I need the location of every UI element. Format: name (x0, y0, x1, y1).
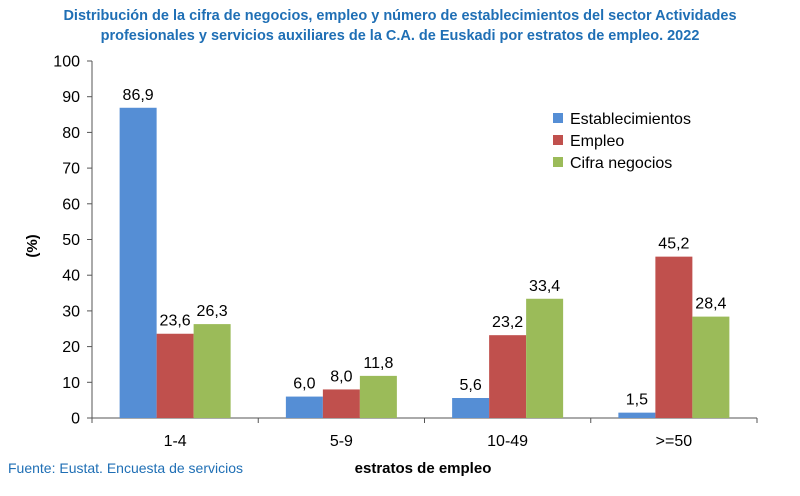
y-tick-label: 70 (62, 161, 80, 178)
chart-bars (119, 107, 730, 418)
y-tick-label: 100 (53, 54, 80, 71)
bar (359, 375, 397, 418)
y-tick-label: 40 (62, 268, 80, 285)
bar (193, 324, 231, 418)
data-label: 5,6 (460, 377, 482, 394)
y-tick-label: 90 (62, 89, 80, 106)
y-tick-label: 50 (62, 232, 80, 249)
legend-label: Cifra negocios (570, 155, 672, 172)
x-tick-label: 1-4 (164, 433, 187, 450)
bar (655, 256, 693, 418)
bar (452, 398, 490, 418)
bar (489, 335, 527, 418)
chart-title-line-2: profesionales y servicios auxiliares de … (100, 28, 700, 44)
y-tick-label: 60 (62, 196, 80, 213)
legend-swatch (553, 113, 563, 123)
chart-title-line-1: Distribución de la cifra de negocios, em… (63, 8, 737, 24)
data-label: 6,0 (293, 376, 315, 393)
data-label: 1,5 (626, 392, 648, 409)
y-tick-label: 10 (62, 375, 80, 392)
data-label: 26,3 (197, 303, 228, 320)
y-tick-label: 80 (62, 125, 80, 142)
y-tick-label: 20 (62, 339, 80, 356)
bar (692, 316, 730, 418)
data-label: 28,4 (695, 296, 726, 313)
data-label: 23,6 (160, 313, 191, 330)
bar (285, 396, 323, 418)
bar (618, 412, 656, 418)
data-label: 86,9 (123, 87, 154, 104)
x-tick-label: >=50 (656, 433, 693, 450)
bar (156, 333, 194, 418)
legend-swatch (553, 157, 563, 167)
bar (322, 389, 360, 418)
bar (526, 298, 564, 418)
data-label: 11,8 (363, 355, 393, 372)
y-tick-label: 0 (71, 411, 80, 428)
x-tick-label: 10-49 (487, 433, 528, 450)
y-axis-label: (%) (24, 234, 41, 257)
chart-data-labels: 86,9 23,6 26,3 6,0 8,0 11,8 5,6 23,2 33,4 1,5 45,2… (123, 87, 727, 409)
data-label: 45,2 (658, 236, 689, 253)
x-tick-label: 5-9 (330, 433, 353, 450)
legend-label: Empleo (570, 133, 624, 150)
chart-title: Distribución de la cifra de negocios, em… (0, 6, 800, 46)
y-tick-label: 30 (62, 303, 80, 320)
bar (119, 107, 157, 418)
source-note: Fuente: Eustat. Encuesta de servicios (8, 460, 244, 476)
data-label: 8,0 (330, 368, 352, 385)
x-axis-label: estratos de empleo (355, 460, 492, 477)
data-label: 33,4 (529, 278, 560, 295)
data-label: 23,2 (492, 314, 523, 331)
legend-label: Establecimientos (570, 111, 691, 128)
chart-legend: Establecimientos Empleo Cifra negocios (553, 111, 691, 172)
legend-swatch (553, 135, 563, 145)
